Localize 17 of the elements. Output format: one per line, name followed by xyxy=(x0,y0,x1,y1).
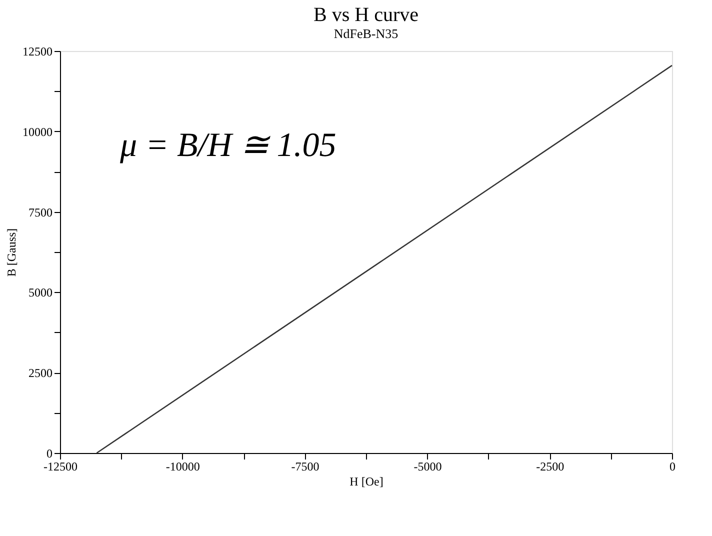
y-tick-label: 2500 xyxy=(28,366,52,380)
y-tick-label: 7500 xyxy=(28,205,52,220)
annotation: μ = B/H ≅ 1.05 xyxy=(119,127,336,164)
x-tick-label: -5000 xyxy=(414,460,442,474)
x-tick-label: 0 xyxy=(670,460,676,474)
chart-subtitle: NdFeB-N35 xyxy=(334,26,398,41)
x-tick-label: -12500 xyxy=(44,460,78,474)
x-tick-label: -2500 xyxy=(536,460,564,474)
y-tick-label: 10000 xyxy=(22,124,52,139)
y-tick-label: 12500 xyxy=(22,44,52,58)
y-tick-label: 0 xyxy=(46,446,52,460)
y-tick-label: 5000 xyxy=(28,286,52,300)
x-tick-label: -10000 xyxy=(166,460,200,474)
y-axis-title: B [Gauss] xyxy=(4,228,18,277)
chart-title: B vs H curve xyxy=(314,4,419,26)
x-tick-label: -7500 xyxy=(291,460,320,474)
x-axis-title: H [Oe] xyxy=(350,474,384,488)
